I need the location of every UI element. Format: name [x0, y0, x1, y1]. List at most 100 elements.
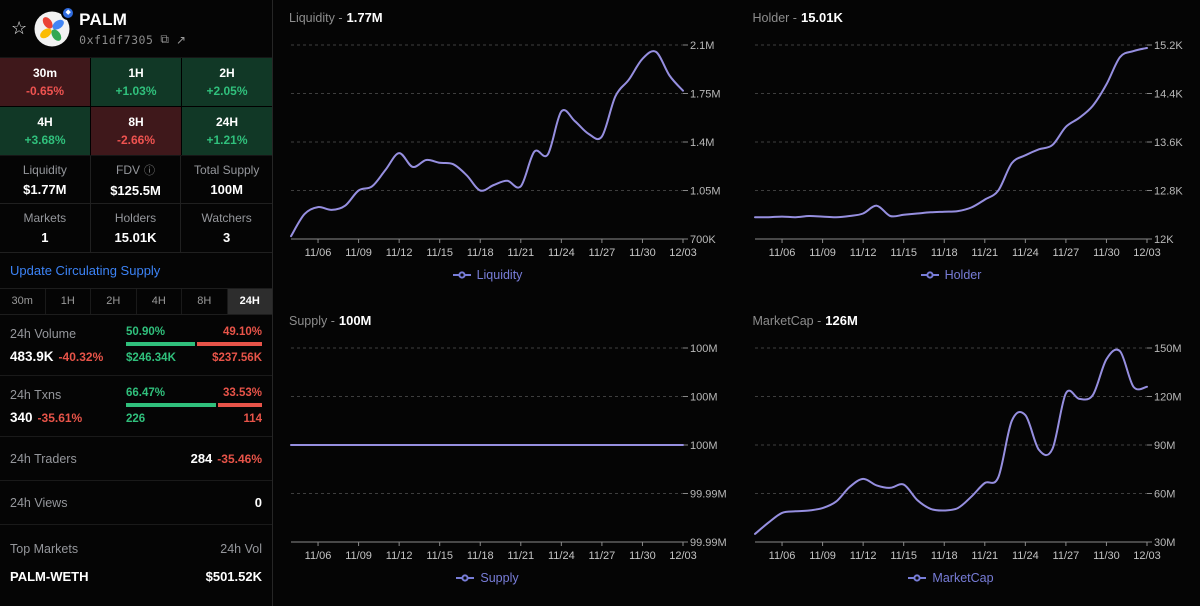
price-change-4h: 4H +3.68%: [0, 107, 90, 155]
svg-text:11/12: 11/12: [386, 247, 413, 259]
range-tab-8h[interactable]: 8H: [182, 289, 228, 314]
price-change-8h: 8H -2.66%: [91, 107, 181, 155]
charts-grid: Liquidity -1.77M 2.1M 1.75M 1.4M 1.05M 700K 1…: [273, 0, 1200, 606]
chart-title-label: Holder -: [752, 11, 797, 25]
txns-buys: 226: [126, 413, 146, 425]
svg-text:11/21: 11/21: [971, 247, 998, 259]
marketcap-plot[interactable]: 150M 120M 90M 60M 30M 11/06 11/09 11/12 11/15 11/…: [751, 332, 1199, 568]
range-tab-30m[interactable]: 30m: [0, 289, 46, 314]
supply-plot[interactable]: 100M 100M 100M 99.99M 99.99M 11/06 11/09 11/12 1…: [287, 332, 735, 568]
volume-buy-amount: $246.34K: [126, 352, 176, 364]
chart-title-label: Liquidity -: [289, 11, 343, 25]
range-tab-1h[interactable]: 1H: [46, 289, 91, 314]
token-sidebar: ☆ ◆ PALM 0xf1df7305 ⧉ ↗: [0, 0, 273, 606]
svg-text:11/30: 11/30: [1093, 247, 1120, 259]
svg-text:150M: 150M: [1154, 343, 1182, 355]
marketcap-chart: MarketCap -126M 150M 120M 90M 60M 30M 11/06 11…: [737, 303, 1200, 606]
market-row-palm-weth[interactable]: PALM-WETH $501.52K: [0, 560, 272, 593]
holder-plot[interactable]: 15.2K 14.4K 13.6K 12.8K 12K 11/06 11/09 11/12 11…: [751, 29, 1199, 265]
svg-text:11/18: 11/18: [467, 247, 494, 259]
svg-text:11/24: 11/24: [1011, 550, 1038, 562]
traders-value: 284: [190, 451, 213, 466]
svg-text:11/09: 11/09: [809, 247, 836, 259]
liquidity-chart: Liquidity -1.77M 2.1M 1.75M 1.4M 1.05M 700K 1…: [273, 0, 737, 303]
price-change-grid: 30m -0.65% 1H +1.03% 2H +2.05% 4H +3.68%…: [0, 58, 272, 156]
info-icon[interactable]: ⓘ: [143, 164, 155, 177]
range-tab-24h[interactable]: 24H: [227, 289, 272, 314]
svg-text:100M: 100M: [690, 392, 718, 404]
svg-text:14.4K: 14.4K: [1154, 89, 1183, 101]
svg-text:11/12: 11/12: [386, 550, 413, 562]
svg-text:11/15: 11/15: [426, 550, 453, 562]
stat-watchers: Watchers 3: [201, 211, 252, 245]
volume-sell-pct: 49.10%: [222, 326, 262, 338]
svg-text:13.6K: 13.6K: [1154, 137, 1183, 149]
svg-text:12K: 12K: [1154, 234, 1174, 246]
svg-text:15.2K: 15.2K: [1154, 40, 1183, 52]
token-name: PALM: [79, 10, 128, 29]
holder-chart: Holder -15.01K 15.2K 14.4K 13.6K 12.8K 12K 11…: [737, 0, 1200, 303]
volume-row: 24h Volume 483.9K -40.32% 50.90% 49.10% $…: [0, 315, 272, 376]
svg-text:11/27: 11/27: [1052, 550, 1079, 562]
svg-text:11/30: 11/30: [629, 247, 656, 259]
svg-text:2.1M: 2.1M: [690, 40, 714, 52]
stat-liquidity: Liquidity $1.77M: [0, 156, 91, 204]
token-address[interactable]: 0xf1df7305: [79, 32, 154, 47]
volume-sell-amount: $237.56K: [212, 352, 262, 364]
volume-buy-pct: 50.90%: [126, 326, 166, 338]
chart-title-label: MarketCap -: [752, 314, 822, 328]
svg-text:11/24: 11/24: [548, 550, 575, 562]
txns-sell-pct: 33.53%: [222, 387, 262, 399]
traders-change: -35.46%: [217, 452, 262, 466]
svg-text:11/09: 11/09: [809, 550, 836, 562]
svg-text:11/06: 11/06: [305, 550, 332, 562]
svg-text:1.4M: 1.4M: [690, 137, 714, 149]
svg-text:11/27: 11/27: [1052, 247, 1079, 259]
svg-text:11/21: 11/21: [507, 247, 534, 259]
stat-fdv: FDV ⓘ $125.5M: [90, 156, 182, 204]
svg-text:11/06: 11/06: [768, 550, 795, 562]
stat-holders: Holders 15.01K: [91, 204, 182, 252]
svg-text:11/15: 11/15: [890, 550, 917, 562]
legend-line-icon: [920, 271, 939, 279]
marketcap-legend[interactable]: MarketCap: [751, 571, 1151, 585]
range-tab-2h[interactable]: 2H: [91, 289, 137, 314]
supply-legend[interactable]: Supply: [287, 571, 687, 585]
liquidity-plot[interactable]: 2.1M 1.75M 1.4M 1.05M 700K 11/06 11/09 11/12 11/…: [287, 29, 735, 265]
volume-change: -40.32%: [58, 349, 104, 364]
txns-buy-pct: 66.47%: [126, 387, 166, 399]
range-tab-4h[interactable]: 4H: [137, 289, 182, 314]
external-link-icon[interactable]: ↗: [175, 32, 187, 47]
favorite-star-icon[interactable]: ☆: [11, 18, 28, 38]
svg-text:11/18: 11/18: [930, 550, 957, 562]
liquidity-legend[interactable]: Liquidity: [287, 268, 687, 282]
price-change-24h: 24H +1.21%: [182, 107, 272, 155]
svg-text:11/24: 11/24: [1011, 247, 1038, 259]
svg-text:11/09: 11/09: [345, 550, 372, 562]
svg-text:11/06: 11/06: [768, 247, 795, 259]
volume-value: 483.9K: [10, 348, 54, 364]
svg-text:11/06: 11/06: [305, 247, 332, 259]
svg-text:11/15: 11/15: [890, 247, 917, 259]
svg-text:11/21: 11/21: [507, 550, 534, 562]
svg-text:120M: 120M: [1154, 392, 1182, 404]
legend-line-icon: [908, 574, 927, 582]
svg-text:12/03: 12/03: [1133, 550, 1161, 562]
copy-icon[interactable]: ⧉: [160, 32, 169, 46]
svg-text:60M: 60M: [1154, 489, 1175, 501]
volume-buy-sell-bar: [126, 342, 262, 346]
price-change-2h: 2H +2.05%: [182, 58, 272, 106]
svg-text:90M: 90M: [1154, 440, 1175, 452]
legend-line-icon: [452, 271, 471, 279]
svg-text:700K: 700K: [690, 234, 716, 246]
svg-text:11/18: 11/18: [467, 550, 494, 562]
price-change-1h: 1H +1.03%: [91, 58, 181, 106]
traders-row: 24h Traders 284 -35.46%: [0, 437, 272, 481]
svg-text:100M: 100M: [690, 343, 718, 355]
svg-text:11/24: 11/24: [548, 247, 575, 259]
token-logo: ◆: [34, 5, 76, 47]
chart-title-value: 126M: [825, 313, 858, 328]
update-circulating-supply-link[interactable]: Update Circulating Supply: [10, 263, 161, 278]
holder-legend[interactable]: Holder: [751, 268, 1151, 282]
